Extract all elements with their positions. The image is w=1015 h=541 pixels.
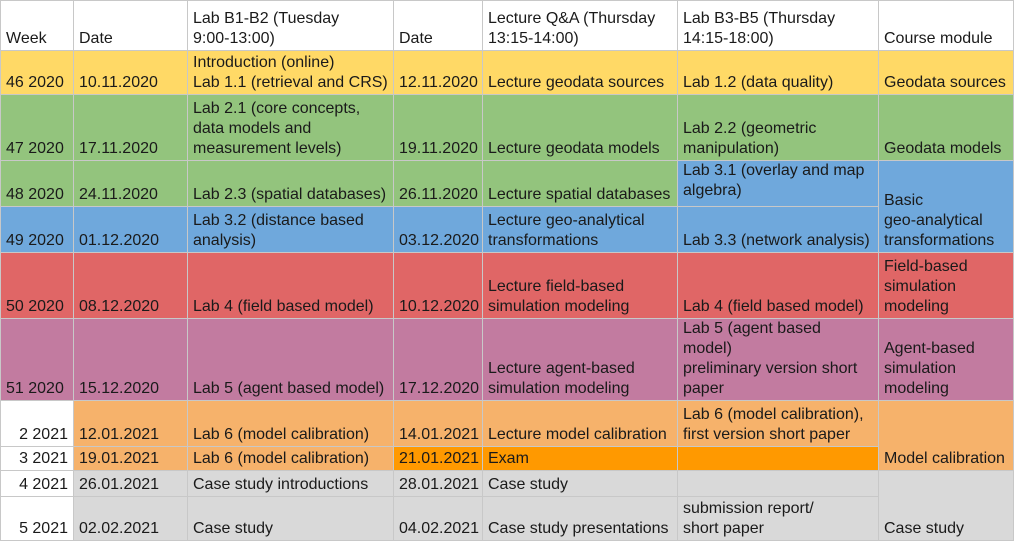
date-cell: 12.11.2020 [393,50,483,95]
date-cell: 14.01.2021 [393,400,483,447]
lab-b3-b5-cell [677,470,879,497]
lab-b3-b5-cell: Lab 3.1 (overlay and map algebra) [677,160,879,207]
week-cell: 49 2020 [0,206,74,253]
header-course-module: Course module [878,0,1014,51]
lecture-cell: Lecture agent-based simulation modeling [482,318,678,401]
lab-b1-b2-cell: Lab 3.2 (distance based analysis) [187,206,394,253]
date-cell: 02.02.2021 [73,496,188,541]
date-cell: 17.12.2020 [393,318,483,401]
lab-b3-b5-cell [677,446,879,471]
date-cell: 10.11.2020 [73,50,188,95]
date-cell: 01.12.2020 [73,206,188,253]
week-cell: 50 2020 [0,252,74,319]
week-cell: 3 2021 [0,446,74,471]
header-lab-b3-b5: Lab B3-B5 (Thursday 14:15-18:00) [677,0,879,51]
date-cell: 04.02.2021 [393,496,483,541]
header-date: Date [393,0,483,51]
lab-b3-b5-cell: Lab 4 (field based model) [677,252,879,319]
lab-b3-b5-cell: Lab 3.3 (network analysis) [677,206,879,253]
lab-b3-b5-cell: Lab 1.2 (data quality) [677,50,879,95]
lecture-cell: Lecture geodata sources [482,50,678,95]
lecture-cell: Lecture geodata models [482,94,678,161]
lab-b1-b2-cell: Case study introductions [187,470,394,497]
date-cell: 21.01.2021 [393,446,483,471]
week-cell: 46 2020 [0,50,74,95]
header-week: Week [0,0,74,51]
lecture-cell: Lecture model calibration [482,400,678,447]
date-cell: 19.11.2020 [393,94,483,161]
table-row: 49 2020 01.12.2020 Lab 3.2 (distance bas… [0,206,1014,253]
course-module-cell: Geodata sources [878,50,1014,95]
header-lab-b1-b2: Lab B1-B2 (Tuesday 9:00-13:00) [187,0,394,51]
header-date: Date [73,0,188,51]
lecture-cell: Case study presentations [482,496,678,541]
lecture-cell: Exam [482,446,678,471]
lab-b1-b2-cell: Lab 5 (agent based model) [187,318,394,401]
course-module-cell: Field-based simulation modeling [878,252,1014,319]
date-cell: 10.12.2020 [393,252,483,319]
week-cell: 2 2021 [0,400,74,447]
course-module-cell: Model calibration [878,400,1014,471]
date-cell: 03.12.2020 [393,206,483,253]
week-cell: 48 2020 [0,160,74,207]
table-row: 3 2021 19.01.2021 Lab 6 (model calibrati… [0,446,1014,471]
lab-b3-b5-cell: Lab 2.2 (geometric manipulation) [677,94,879,161]
table-row: 47 2020 17.11.2020 Lab 2.1 (core concept… [0,94,1014,161]
lab-b3-b5-cell: Lab 6 (model calibration), first version… [677,400,879,447]
lab-b1-b2-cell: Case study [187,496,394,541]
table-row: 51 2020 15.12.2020 Lab 5 (agent based mo… [0,318,1014,401]
table-row: 5 2021 02.02.2021 Case study 04.02.2021 … [0,496,1014,541]
lecture-cell: Lecture geo-analytical transformations [482,206,678,253]
week-cell: 47 2020 [0,94,74,161]
date-cell: 26.11.2020 [393,160,483,207]
lab-b3-b5-cell: submission report/ short paper [677,496,879,541]
week-cell: 4 2021 [0,470,74,497]
date-cell: 17.11.2020 [73,94,188,161]
lecture-cell: Lecture spatial databases [482,160,678,207]
date-cell: 12.01.2021 [73,400,188,447]
course-module-cell: Geodata models [878,94,1014,161]
lab-b1-b2-cell: Lab 6 (model calibration) [187,400,394,447]
date-cell: 24.11.2020 [73,160,188,207]
course-module-cell: Basic geo-analytical transformations [878,160,1014,253]
lab-b3-b5-cell: Lab 5 (agent based model) preliminary ve… [677,318,879,401]
course-module-cell: Case study [878,470,1014,541]
week-cell: 51 2020 [0,318,74,401]
week-cell: 5 2021 [0,496,74,541]
lab-b1-b2-cell: Lab 2.3 (spatial databases) [187,160,394,207]
lab-b1-b2-cell: Introduction (online) Lab 1.1 (retrieval… [187,50,394,95]
lab-b1-b2-cell: Lab 4 (field based model) [187,252,394,319]
lab-b1-b2-cell: Lab 6 (model calibration) [187,446,394,471]
table-row: 2 2021 12.01.2021 Lab 6 (model calibrati… [0,400,1014,471]
table-row: 46 2020 10.11.2020 Introduction (online)… [0,50,1014,95]
table-row: 50 2020 08.12.2020 Lab 4 (field based mo… [0,252,1014,319]
lab-b1-b2-cell: Lab 2.1 (core concepts, data models and … [187,94,394,161]
header-lecture: Lecture Q&A (Thursday 13:15-14:00) [482,0,678,51]
table-row: 48 2020 24.11.2020 Lab 2.3 (spatial data… [0,160,1014,253]
date-cell: 15.12.2020 [73,318,188,401]
lecture-cell: Lecture field-based simulation modeling [482,252,678,319]
course-module-cell: Agent-based simulation modeling [878,318,1014,401]
date-cell: 19.01.2021 [73,446,188,471]
table-row: 4 2021 26.01.2021 Case study introductio… [0,470,1014,541]
lecture-cell: Case study [482,470,678,497]
header-row: Week Date Lab B1-B2 (Tuesday 9:00-13:00)… [0,0,1014,51]
date-cell: 28.01.2021 [393,470,483,497]
date-cell: 08.12.2020 [73,252,188,319]
date-cell: 26.01.2021 [73,470,188,497]
